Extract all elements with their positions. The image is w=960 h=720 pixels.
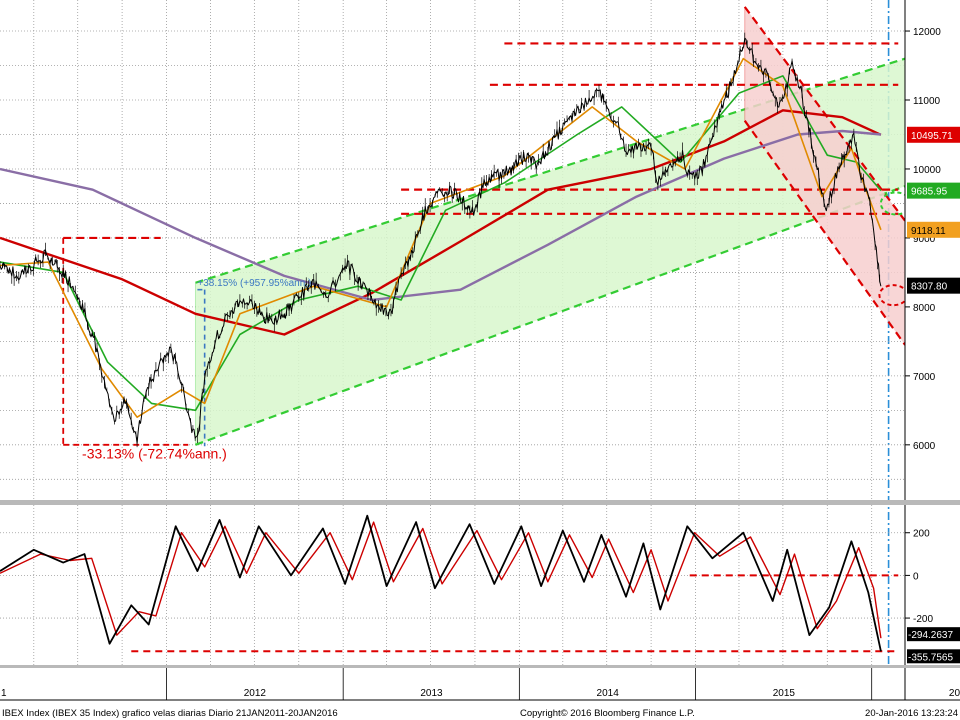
osc-last-value-tag: -355.7565 bbox=[908, 652, 953, 663]
x-tick-label: 2016 bbox=[949, 688, 960, 699]
price-panel: -33.13% (-72.74%ann.) +38.15% (+957.95%an… bbox=[0, 0, 905, 500]
y-tick-label: 9000 bbox=[913, 234, 936, 245]
osc-tick-label: -200 bbox=[913, 614, 933, 625]
oscillator-line bbox=[0, 514, 882, 652]
channel-uptrend-fill bbox=[195, 58, 905, 445]
x-tick-label: 2015 bbox=[773, 688, 796, 699]
moving-average-line bbox=[0, 109, 882, 336]
last-value-tag-bg bbox=[907, 221, 960, 238]
last-value-tag-bg bbox=[907, 182, 960, 199]
y-tick-label: 10000 bbox=[913, 165, 941, 176]
drawdown-annotation: -33.13% (-72.74%ann.) bbox=[82, 446, 227, 462]
y-tick-label: 6000 bbox=[913, 441, 936, 452]
x-tick-label: 2012 bbox=[244, 688, 267, 699]
osc-tick-label: 200 bbox=[913, 529, 930, 540]
price-line bbox=[0, 37, 882, 444]
axis-separator bbox=[0, 665, 960, 668]
osc-last-value-tag-bg bbox=[907, 627, 960, 642]
channel-uptrend-upper bbox=[195, 57, 905, 284]
axes: 6000 7000 8000 9000 10000 11000 12000 200 0 -200 2… bbox=[0, 0, 960, 701]
last-value-tag-bg bbox=[907, 126, 960, 143]
moving-average-line bbox=[0, 57, 882, 418]
y-tick-label: 12000 bbox=[913, 27, 941, 38]
footer-description: IBEX Index (IBEX 35 Index) grafico velas… bbox=[2, 708, 338, 719]
osc-last-value-tag-bg bbox=[907, 649, 960, 664]
panel-separator bbox=[0, 500, 960, 505]
x-tick-label: 2014 bbox=[597, 688, 620, 699]
channel-uptrend-lower bbox=[195, 185, 905, 446]
footer-copyright: Copyright© 2016 Bloomberg Finance L.P. bbox=[520, 708, 695, 719]
y-tick-label: 8000 bbox=[913, 303, 936, 314]
oscillator-panel bbox=[0, 505, 905, 665]
last-value-tag: 10495.71 bbox=[911, 131, 953, 142]
target-ellipse-red bbox=[878, 284, 905, 307]
last-value-tag-bg bbox=[907, 277, 960, 294]
x-tick-label-partial: 1 bbox=[1, 688, 7, 699]
last-value-tag: 9118.11 bbox=[911, 226, 946, 237]
last-value-tag: 9685.95 bbox=[911, 187, 948, 198]
last-value-tag: 8307.80 bbox=[911, 282, 948, 293]
x-tick-label: 2013 bbox=[420, 688, 443, 699]
footer-timestamp: 20-Jan-2016 13:23:24 bbox=[865, 708, 958, 719]
footer: IBEX Index (IBEX 35 Index) grafico velas… bbox=[2, 708, 958, 719]
osc-tick-label: 0 bbox=[913, 571, 919, 582]
osc-last-value-tag: -294.2637 bbox=[908, 630, 953, 641]
y-tick-label: 11000 bbox=[913, 96, 941, 107]
moving-average-line bbox=[0, 129, 882, 302]
moving-average-line bbox=[0, 75, 882, 412]
channel-downtrend-lower bbox=[743, 120, 905, 346]
oscillator-line bbox=[0, 521, 882, 639]
y-tick-label: 7000 bbox=[913, 372, 936, 383]
rally-annotation: +38.15% (+957.95%ann.) bbox=[197, 278, 311, 289]
